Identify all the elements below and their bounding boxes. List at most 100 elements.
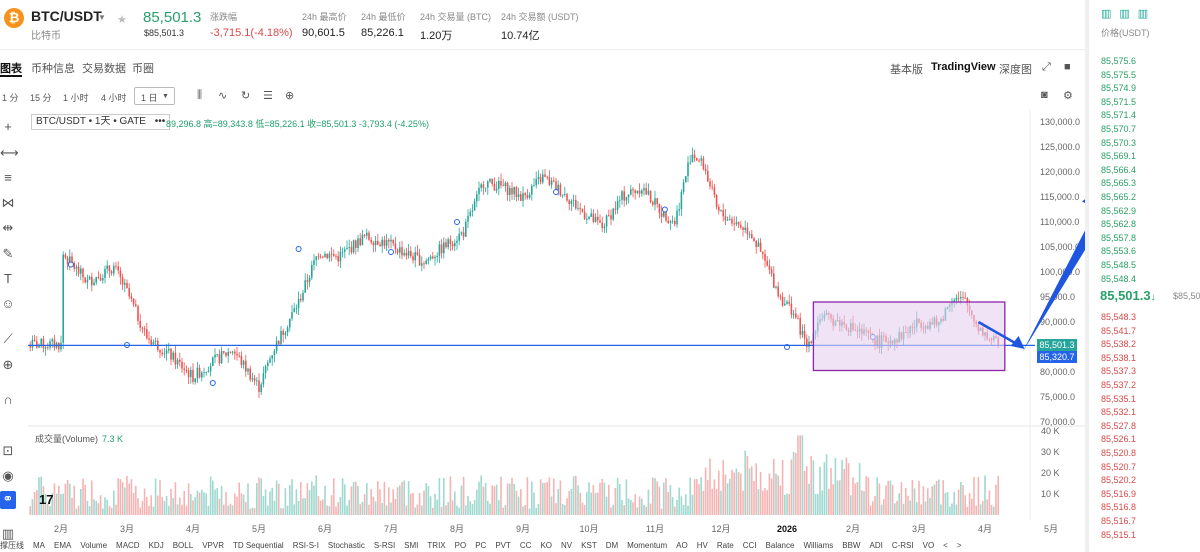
symbol-legend[interactable]: BTC/USDT • 1天 • GATE ••• [31,114,171,130]
interval-15m[interactable]: 15 分 [30,93,52,103]
link-icon[interactable]: ⚭ [0,491,16,509]
indicator-item[interactable]: NV [561,541,573,550]
indicator-item[interactable]: KO [540,541,553,550]
magnet-icon[interactable]: ∩ [3,392,13,407]
indicator-item[interactable]: Williams [803,541,834,550]
indicator-item[interactable]: KDJ [148,541,164,550]
indicator-item[interactable]: PC [475,541,487,550]
orderbook-ask-row[interactable]: 85,562.9 [1101,205,1137,216]
indicator-item[interactable]: 撑压线 [0,541,24,550]
orderbook-bid-row[interactable]: 85,541.7 [1101,325,1137,336]
tab-trading-data[interactable]: 交易数据 [82,63,126,75]
indicator-item[interactable]: SMI [404,541,419,550]
indicator-item[interactable]: Rate [716,541,734,550]
indicator-item[interactable]: MA [33,541,45,550]
brush-icon[interactable]: ✎ [2,246,14,261]
orderbook-ask-row[interactable]: 85,557.8 [1101,232,1137,243]
orderbook-bid-row[interactable]: 85,516.8 [1101,502,1137,513]
emoji-icon[interactable]: ☺ [1,296,15,311]
indicator-item[interactable]: TD Sequential [232,541,284,550]
indicator-item[interactable]: C-RSI [891,541,914,550]
orderbook-bid-row[interactable]: 85,526.1 [1101,434,1137,445]
lock-icon[interactable]: ⊡ [2,443,14,458]
indicator-item[interactable]: VO [922,541,935,550]
eye-icon[interactable]: ◉ [2,468,14,483]
interval-1d[interactable]: 1 日 [141,93,158,103]
indicator-item[interactable]: BBW [842,541,861,550]
trend-line-icon[interactable]: ⟷ [0,145,19,160]
orderbook-bid-row[interactable]: 85,515.1 [1101,529,1137,540]
indicator-item[interactable]: AO [676,541,688,550]
orderbook-ask-row[interactable]: 85,575.6 [1101,56,1137,66]
orderbook-bid-row[interactable]: 85,537.3 [1101,366,1137,377]
pattern-icon[interactable]: ⋈ [1,195,15,210]
fullscreen-icon[interactable]: ⤢ [1042,61,1051,73]
orderbook-bid-row[interactable]: 85,538.2 [1101,339,1137,350]
orderbook-bid-row[interactable]: 85,532.1 [1101,407,1137,418]
interval-4h[interactable]: 4 小时 [101,93,127,103]
view-depth[interactable]: 深度图 [999,64,1032,76]
orderbook-ask-row[interactable]: 85,565.3 [1101,178,1137,189]
indicator-item[interactable]: CC [519,541,532,550]
pair-name[interactable]: BTC/USDT [31,8,102,24]
indicator-item[interactable]: Volume [80,541,108,550]
indicator-item[interactable]: HV [696,541,708,550]
orderbook-bid-row[interactable]: 85,520.2 [1101,475,1137,486]
indicator-item[interactable]: CCI [742,541,757,550]
trash-icon[interactable]: ▥ [1,526,15,541]
orderbook-ask-row[interactable]: 85,565.2 [1101,192,1137,202]
indicator-item[interactable]: Balance [765,541,795,550]
indicator-item[interactable]: S-RSI [373,541,396,550]
orderbook-ask-row[interactable]: 85,571.4 [1101,110,1137,121]
orderbook-ask-row[interactable]: 85,553.6 [1101,246,1137,257]
favorite-star-icon[interactable]: ★ [117,14,127,26]
add-indicator-icon[interactable]: ⊕ [285,90,295,102]
indicator-item[interactable]: BOLL [172,541,194,550]
settings-list-icon[interactable]: ☰ [263,90,273,102]
more-options-icon[interactable]: ••• [154,116,166,127]
tab-chart[interactable]: 图表 [0,63,22,75]
layout-icon[interactable]: ■ [1064,61,1071,73]
orderbook-bid-row[interactable]: 85,535.1 [1101,393,1137,404]
orderbook-ask-row[interactable]: 85,575.5 [1101,69,1137,80]
orderbook-ask-row[interactable]: 85,548.5 [1101,260,1137,270]
indicator-item[interactable]: Stochastic [327,541,365,550]
orderbook-bid-row[interactable]: 85,538.1 [1101,352,1137,363]
fib-icon[interactable]: ≡ [4,170,12,185]
tab-circle[interactable]: 币圈 [132,63,154,75]
projection-icon[interactable]: ⇹ [2,220,14,235]
orderbook-bid-row[interactable]: 85,516.7 [1101,516,1137,526]
pair-dropdown-icon[interactable]: ▼ [98,13,106,22]
view-basic[interactable]: 基本版 [890,64,923,76]
orderbook-bid-row[interactable]: 85,520.8 [1101,448,1137,458]
orderbook-view-icons[interactable]: ▥▥▥ [1101,8,1157,20]
orderbook-bid-row[interactable]: 85,520.7 [1101,461,1137,472]
replay-icon[interactable]: ↻ [241,90,251,102]
indicator-item[interactable]: KST [581,541,597,550]
indicator-item[interactable]: Momentum [627,541,668,550]
chevron-down-icon[interactable]: ▼ [162,93,169,100]
indicator-item[interactable]: < [943,541,948,550]
indicator-item[interactable]: PVT [495,541,511,550]
crosshair-icon[interactable]: + [4,119,12,134]
scrollbar[interactable] [1085,0,1088,552]
indicator-item[interactable]: MACD [116,541,140,550]
indicator-item[interactable]: RSI-S-I [292,541,319,550]
interval-1h[interactable]: 1 小时 [63,93,89,103]
orderbook-ask-row[interactable]: 85,570.3 [1101,137,1137,148]
orderbook-ask-row[interactable]: 85,571.5 [1101,96,1137,107]
indicator-item[interactable]: VPVR [202,541,224,550]
interval-selector[interactable] [134,87,175,105]
indicator-item[interactable]: ADI [869,541,883,550]
orderbook-ask-row[interactable]: 85,574.9 [1101,83,1137,94]
orderbook-ask-row[interactable]: 85,562.8 [1101,219,1137,230]
tab-coin-info[interactable]: 币种信息 [31,63,75,75]
indicator-item[interactable]: PO [454,541,467,550]
orderbook-bid-row[interactable]: 85,537.2 [1101,380,1137,390]
interval-1m[interactable]: 1 分 [2,93,19,103]
text-tool-icon[interactable]: T [4,271,12,286]
orderbook-ask-row[interactable]: 85,566.4 [1101,164,1137,175]
indicator-item[interactable]: EMA [54,541,72,550]
camera-icon[interactable]: ◙ [1041,89,1048,101]
price-chart[interactable]: 130,000.0 125,000.0 120,000.0 115,000.0 110,… [0,0,1088,552]
